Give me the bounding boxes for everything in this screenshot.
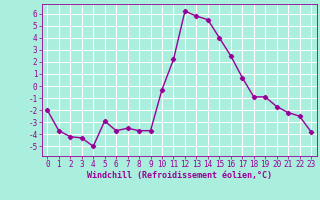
X-axis label: Windchill (Refroidissement éolien,°C): Windchill (Refroidissement éolien,°C)	[87, 171, 272, 180]
